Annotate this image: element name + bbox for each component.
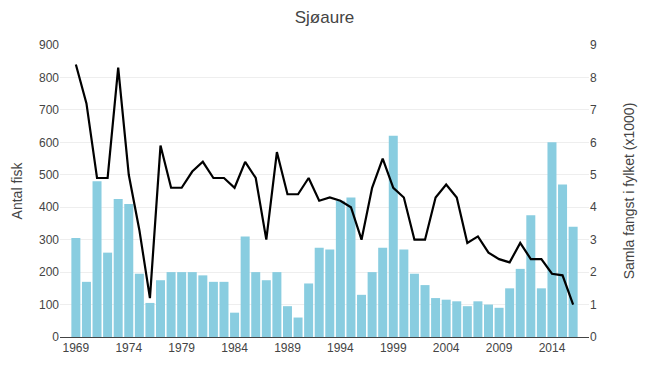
svg-text:1974: 1974: [115, 341, 142, 355]
svg-text:1999: 1999: [380, 341, 407, 355]
svg-text:Antal fisk: Antal fisk: [9, 162, 25, 220]
svg-text:900: 900: [39, 38, 59, 52]
svg-text:2009: 2009: [486, 341, 513, 355]
svg-text:1994: 1994: [327, 341, 354, 355]
svg-text:200: 200: [39, 265, 59, 279]
svg-text:700: 700: [39, 103, 59, 117]
svg-text:5: 5: [590, 168, 597, 182]
svg-text:1969: 1969: [63, 341, 90, 355]
svg-text:1: 1: [590, 298, 597, 312]
svg-text:1984: 1984: [221, 341, 248, 355]
svg-text:8: 8: [590, 71, 597, 85]
svg-text:9: 9: [590, 38, 597, 52]
svg-text:400: 400: [39, 200, 59, 214]
svg-text:6: 6: [590, 136, 597, 150]
svg-text:600: 600: [39, 136, 59, 150]
svg-text:2014: 2014: [539, 341, 566, 355]
svg-text:300: 300: [39, 233, 59, 247]
svg-text:Sjøaure: Sjøaure: [295, 8, 355, 27]
svg-text:2: 2: [590, 265, 597, 279]
svg-text:500: 500: [39, 168, 59, 182]
svg-text:0: 0: [590, 330, 597, 344]
svg-text:800: 800: [39, 71, 59, 85]
svg-text:4: 4: [590, 200, 597, 214]
svg-text:3: 3: [590, 233, 597, 247]
svg-text:0: 0: [52, 330, 59, 344]
svg-text:2004: 2004: [433, 341, 460, 355]
svg-text:7: 7: [590, 103, 597, 117]
svg-text:Samla fangst i fylket (x1000): Samla fangst i fylket (x1000): [621, 103, 637, 280]
svg-text:1979: 1979: [168, 341, 195, 355]
svg-text:100: 100: [39, 298, 59, 312]
svg-text:1989: 1989: [274, 341, 301, 355]
